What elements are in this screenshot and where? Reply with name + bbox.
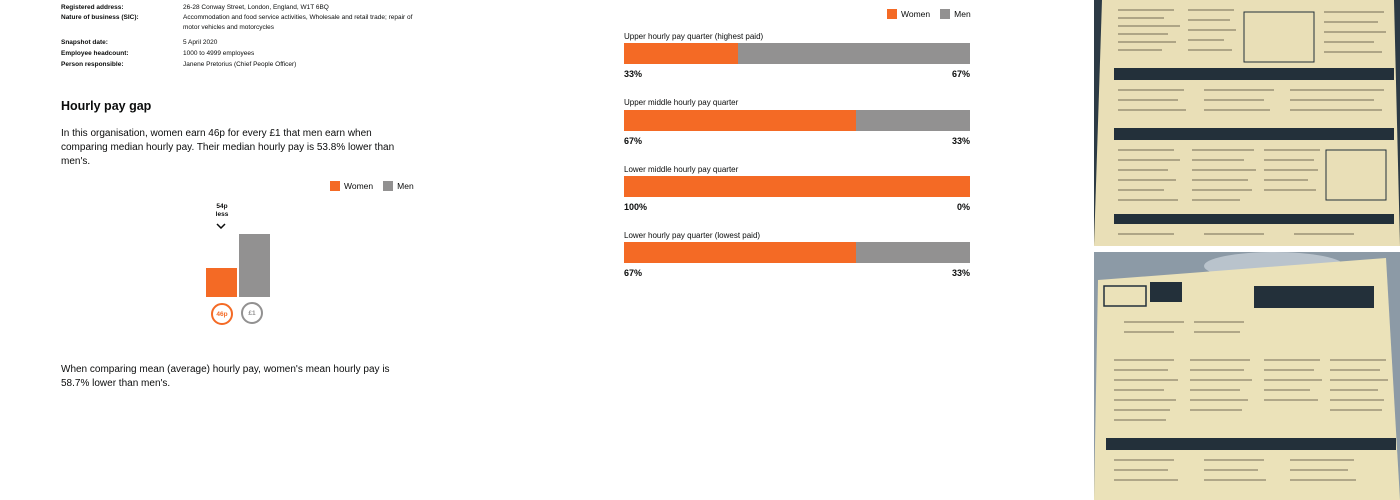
quartile-women-bar — [624, 176, 970, 197]
gap-less: less — [215, 211, 229, 218]
detail-label: Person responsible: — [61, 61, 124, 68]
detail-value: 1000 to 4999 employees — [183, 50, 255, 57]
women-swatch-icon — [330, 181, 340, 191]
chevron-down-icon — [216, 223, 226, 229]
quartile-title: Upper middle hourly pay quarter — [624, 98, 739, 107]
quartile-women-bar — [624, 43, 739, 64]
quartile-bar — [624, 242, 970, 263]
quartile-women-bar — [624, 242, 856, 263]
quartile-title: Lower middle hourly pay quarter — [624, 165, 739, 174]
detail-label: Registered address: — [61, 4, 124, 11]
detail-value: 5 April 2020 — [183, 39, 218, 46]
menu-photo-icon — [1094, 0, 1400, 246]
detail-label: Snapshot date: — [61, 39, 108, 46]
detail-row-sic: Nature of business (SIC): Accommodation … — [61, 13, 421, 33]
quartile-title: Lower hourly pay quarter (lowest paid) — [624, 231, 761, 240]
quartile-men-bar — [855, 110, 970, 131]
women-swatch-icon — [887, 9, 897, 19]
legend-men-label: Men — [954, 9, 971, 19]
detail-row-headcount: Employee headcount: 1000 to 4999 employe… — [61, 49, 421, 59]
men-median-bar — [239, 234, 270, 297]
men-swatch-icon — [940, 9, 951, 19]
quartile-title: Upper hourly pay quarter (highest paid) — [624, 32, 764, 41]
quartile-women-bar — [624, 110, 856, 131]
quartile-men-pct: 0% — [956, 202, 970, 212]
detail-value: Accommodation and food service activitie… — [183, 14, 413, 31]
women-pay-circle: 46p — [211, 303, 233, 325]
detail-label: Employee headcount: — [61, 50, 129, 57]
legend-women-label: Women — [901, 9, 931, 19]
quartile-men-pct: 33% — [951, 136, 970, 146]
men-pay-circle: £1 — [241, 302, 263, 324]
median-gap-text: In this organisation, women earn 46p for… — [61, 128, 395, 167]
quartile-women-pct: 67% — [624, 136, 643, 146]
gap-amount: 54p — [216, 203, 228, 210]
detail-row-person: Person responsible: Janene Pretorius (Ch… — [61, 60, 421, 70]
women-median-bar — [206, 268, 237, 297]
quartile-men-pct: 33% — [951, 268, 970, 278]
menu-photo-bottom — [1094, 252, 1400, 500]
men-swatch-icon — [383, 181, 394, 191]
mean-gap-text: When comparing mean (average) hourly pay… — [61, 364, 390, 389]
quartile-men-bar — [855, 242, 970, 263]
quartile-men-pct: 67% — [951, 69, 970, 79]
detail-value: Janene Pretorius (Chief People Officer) — [183, 61, 297, 68]
quartile-women-pct: 67% — [624, 268, 643, 278]
quartile-legend: Women Men — [887, 9, 971, 19]
menu-photo-top — [1094, 0, 1400, 246]
detail-value: 26-28 Conway Street, London, England, W1… — [183, 4, 329, 11]
hourly-gap-legend: Women Men — [330, 181, 414, 191]
quartile-bar — [624, 176, 970, 197]
detail-label: Nature of business (SIC): — [61, 14, 139, 21]
hourly-pay-gap-heading: Hourly pay gap — [61, 99, 152, 113]
menu-photo-icon — [1094, 252, 1400, 500]
quartile-bar — [624, 110, 970, 131]
legend-men-label: Men — [397, 181, 414, 191]
detail-row-address: Registered address: 26-28 Conway Street,… — [61, 3, 421, 13]
quartile-bar — [624, 43, 970, 64]
organisation-details: Registered address: 26-28 Conway Street,… — [61, 0, 421, 70]
gap-difference-label: 54p less — [211, 203, 233, 219]
detail-row-snapshot: Snapshot date: 5 April 2020 — [61, 38, 421, 48]
quartile-women-pct: 33% — [624, 69, 643, 79]
quartile-men-bar — [738, 43, 970, 64]
legend-women-label: Women — [344, 181, 374, 191]
quartile-women-pct: 100% — [624, 202, 648, 212]
